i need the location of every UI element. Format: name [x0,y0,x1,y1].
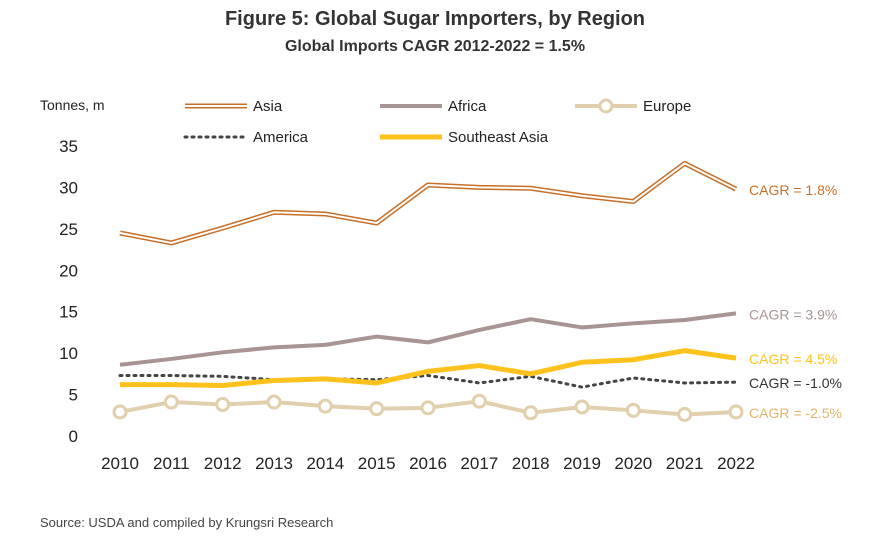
series-line-africa [119,311,737,367]
x-tick-label: 2012 [204,454,242,473]
data-point-europe [163,394,179,410]
data-point-europe [420,400,436,416]
y-tick-label: 20 [59,261,78,280]
x-tick-label: 2013 [255,454,293,473]
data-point-europe [677,406,693,422]
legend-label-africa: Africa [448,98,487,115]
source-note: Source: USDA and compiled by Krungsri Re… [40,515,334,530]
y-tick-label: 0 [69,427,78,446]
x-tick-label: 2018 [512,454,550,473]
data-point-europe [215,397,231,413]
cagr-label-asia: CAGR = 1.8% [749,182,837,198]
data-point-europe [523,405,539,421]
y-tick-label: 15 [59,303,78,322]
legend-label-asia: Asia [253,98,283,115]
x-tick-label: 2010 [101,454,139,473]
y-tick-label: 5 [69,386,78,405]
series-line-southeast-asia [120,348,737,388]
x-tick-label: 2015 [358,454,396,473]
chart-title: Figure 5: Global Sugar Importers, by Reg… [224,8,646,30]
y-tick-label: 35 [59,137,78,156]
data-point-europe [317,398,333,414]
data-point-europe [471,393,487,409]
data-point-europe [369,401,385,417]
legend-label-america: America [253,129,309,146]
y-tick-label: 10 [59,344,78,363]
data-point-europe [112,404,128,420]
cagr-label-africa: CAGR = 3.9% [749,306,837,322]
y-tick-label: 30 [59,178,78,197]
chart-subtitle: Global Imports CAGR 2012-2022 = 1.5% [284,38,586,55]
x-tick-label: 2016 [409,454,447,473]
x-tick-label: 2020 [614,454,652,473]
cagr-label-america: CAGR = -1.0% [749,375,842,391]
series-line-america [118,374,738,389]
x-tick-label: 2017 [460,454,498,473]
cagr-label-europe: CAGR = -2.5% [749,405,842,421]
data-point-europe [625,402,641,418]
data-point-europe [574,399,590,415]
legend-label-southeast-asia: Southeast Asia [448,129,549,146]
x-tick-label: 2019 [563,454,601,473]
data-point-europe [266,394,282,410]
series-line-asia-inner [119,162,737,244]
cagr-label-southeast-asia: CAGR = 4.5% [749,351,837,367]
x-tick-label: 2021 [666,454,704,473]
y-tick-label: 25 [59,220,78,239]
legend-marker-europe [598,98,614,114]
x-tick-label: 2011 [153,454,190,473]
y-axis-label: Tonnes, m [40,97,105,113]
data-point-europe [728,404,744,420]
legend-label-europe: Europe [643,98,691,115]
x-tick-label: 2014 [306,454,344,473]
x-tick-label: 2022 [717,454,755,473]
